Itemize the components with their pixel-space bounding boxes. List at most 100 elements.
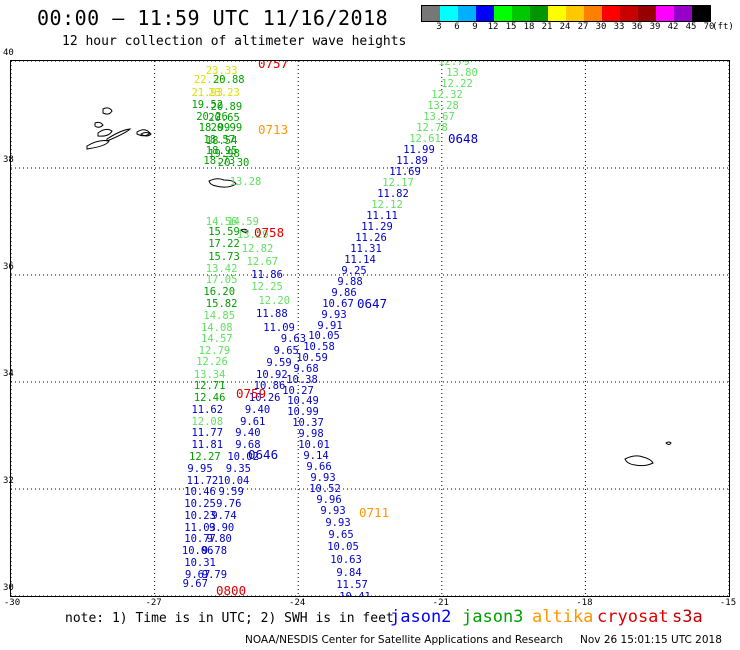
wave-height-value: 12.79 — [438, 60, 470, 68]
latitude-tick-label: 32 — [3, 476, 14, 486]
legend-entry-cryosat: cryosat — [597, 607, 669, 627]
wave-height-value: 9.65 — [273, 345, 299, 358]
wave-height-value: 11.81 — [191, 439, 224, 452]
wave-height-value: 12.26 — [196, 356, 228, 369]
wave-height-value: 11.88 — [256, 308, 288, 321]
colorbar-label: 45 — [685, 22, 697, 32]
island-madeira — [624, 455, 654, 467]
colorbar-unit: (ft) — [712, 22, 734, 32]
colorbar-swatch — [548, 6, 566, 21]
wave-height-value: 9.68 — [293, 363, 319, 375]
legend-entry-jason3: jason3 — [462, 607, 524, 627]
wave-height-value: 11.82 — [377, 188, 409, 200]
credit-text: NOAA/NESDIS Center for Satellite Applica… — [245, 634, 563, 646]
wave-height-value: 17.05 — [205, 274, 238, 287]
wave-height-value: 12.22 — [441, 78, 473, 90]
wave-height-value: 10.02 — [227, 450, 259, 463]
legend-entry-s3a: s3a — [672, 607, 703, 627]
wave-height-value: 12.82 — [241, 242, 274, 255]
colorbar-label: 39 — [649, 22, 661, 32]
wave-height-value: 18.54 — [205, 135, 238, 148]
wave-height-value: 11.62 — [191, 403, 224, 416]
colorbar-label: 27 — [577, 22, 589, 32]
wave-height-value: 18.99 — [198, 122, 231, 135]
wave-height-value: 10.31 — [184, 556, 216, 569]
wave-height-value: 11.86 — [251, 269, 283, 282]
map-canvas — [11, 61, 729, 596]
wave-height-value: 13.34 — [193, 368, 226, 381]
latitude-tick-label: 40 — [3, 48, 14, 58]
latitude-tick-label: 30 — [3, 583, 14, 593]
colorbar-label: 42 — [667, 22, 679, 32]
wave-height-value: 11.11 — [366, 210, 398, 222]
colorbar-label: 70 — [703, 22, 715, 32]
footer-note: note: 1) Time is in UTC; 2) SWH is in fe… — [65, 611, 394, 626]
longitude-tick-label: -21 — [432, 598, 449, 608]
pass-time-label: 0757 — [258, 60, 289, 71]
colorbar-swatch — [476, 6, 494, 21]
pass-time-label: 0713 — [258, 122, 289, 137]
pass-time-label: 0647 — [357, 296, 388, 311]
wave-height-value: 9.76 — [216, 498, 242, 511]
wave-height-value: 20.65 — [208, 111, 240, 124]
wave-height-value: 9.40 — [235, 427, 261, 440]
wave-height-value: 10.92 — [256, 368, 288, 381]
colorbar-swatch — [674, 6, 692, 21]
colorbar-swatch — [440, 6, 458, 21]
wave-height-value: 9.59 — [218, 486, 244, 499]
wave-height-value: 19.98 — [208, 147, 240, 160]
colorbar-swatch — [656, 6, 674, 21]
pass-time-label: 0800 — [216, 583, 247, 597]
wave-height-value: 9.35 — [225, 462, 252, 475]
wave-height-value: 10.49 — [287, 395, 319, 407]
wave-height-value: 11.03 — [184, 521, 216, 534]
wave-height-value: 10.46 — [184, 486, 216, 499]
colorbar-label: 9 — [472, 22, 478, 32]
islands — [86, 107, 672, 467]
wave-height-value: 13.80 — [446, 67, 478, 79]
wave-height-value: 9.88 — [337, 276, 363, 288]
wave-height-value: 11.89 — [396, 155, 428, 167]
wave-height-value: 23.23 — [208, 87, 240, 100]
pass-time-label: 0648 — [448, 131, 479, 146]
wave-height-value: 12.78 — [416, 122, 448, 134]
wave-height-value: 9.90 — [208, 521, 235, 534]
pass-time-label: 0759 — [236, 386, 267, 401]
wave-height-value: 12.08 — [191, 415, 224, 428]
longitude-tick-label: -30 — [3, 598, 21, 608]
wave-height-value: 14.56 — [205, 215, 238, 228]
colorbar-label: 33 — [613, 22, 625, 32]
wave-height-value: 11.29 — [361, 221, 393, 233]
wave-height-value: 11.26 — [355, 232, 387, 244]
latitude-tick-label: 38 — [3, 155, 14, 165]
wave-height-value: 10.67 — [322, 298, 354, 310]
wave-height-value: 9.68 — [235, 439, 261, 452]
wave-height-value: 9.96 — [316, 494, 342, 506]
colorbar-swatch — [584, 6, 602, 21]
wave-height-value: 13.29 — [236, 229, 269, 242]
colorbar-label: 21 — [541, 22, 553, 32]
wave-height-value: 10.77 — [184, 533, 216, 546]
wave-height-value: 20.99 — [210, 122, 243, 135]
wave-height-value: 16.20 — [203, 286, 236, 299]
wave-height-value: 10.86 — [253, 380, 286, 393]
wave-height-value: 10.25 — [184, 498, 216, 511]
wave-height-value: 11.72 — [186, 474, 219, 487]
wave-height-value: 10.05 — [327, 541, 359, 553]
wave-height-value: 12.27 — [189, 450, 221, 463]
wave-height-value: 10.01 — [298, 439, 330, 451]
wave-height-value: 20.26 — [196, 110, 228, 123]
colorbar — [421, 5, 711, 22]
wave-height-value: 12.25 — [251, 281, 283, 294]
pass-time-label: 0646 — [248, 447, 279, 462]
wave-height-value: 21.93 — [191, 87, 224, 100]
wave-height-value: 9.79 — [201, 568, 228, 581]
colorbar-label: 3 — [436, 22, 442, 32]
wave-height-value: 10.38 — [286, 374, 318, 386]
wave-height-value: 10.26 — [248, 392, 281, 405]
wave-height-value: 9.86 — [331, 287, 357, 299]
wave-height-value: 10.63 — [330, 554, 362, 566]
wave-height-value: 9.91 — [317, 320, 343, 332]
wave-height-value: 10.59 — [296, 352, 328, 364]
wave-height-value: 13.28 — [427, 100, 459, 112]
